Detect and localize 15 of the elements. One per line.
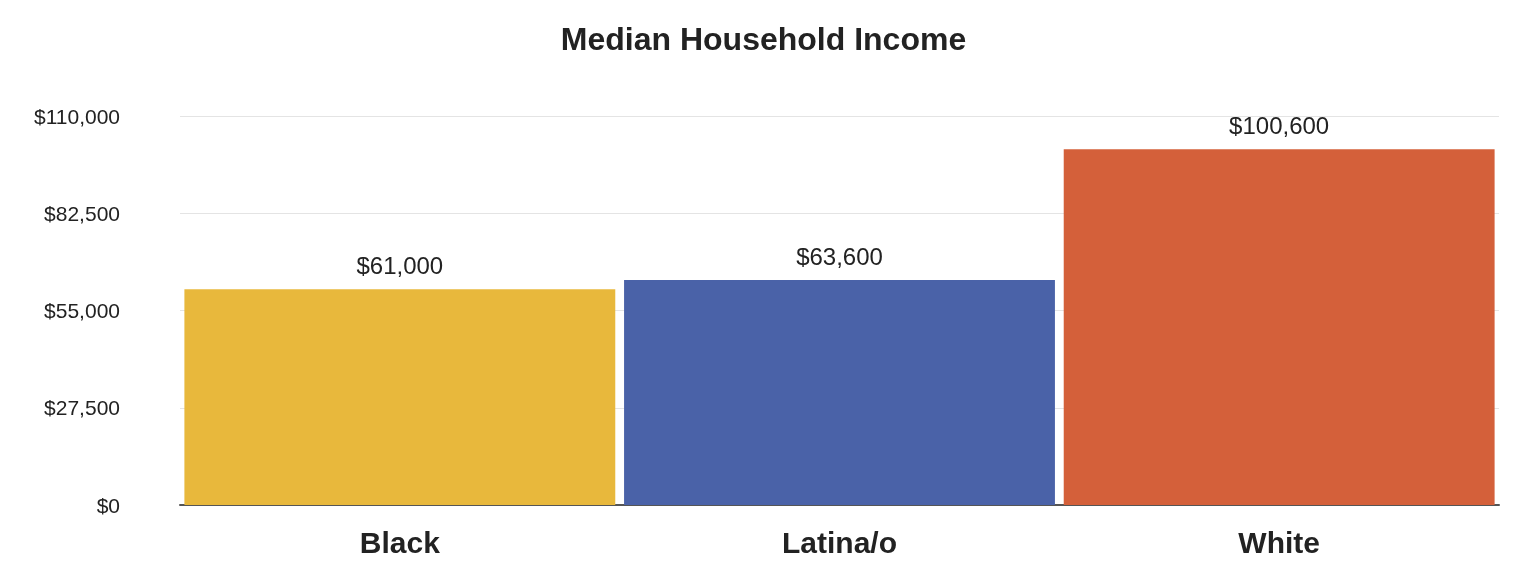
y-tick-label: $82,500 (44, 201, 120, 225)
data-label: $100,600 (1229, 111, 1330, 139)
bar (624, 280, 1055, 505)
y-tick-label: $27,500 (44, 396, 120, 420)
x-tick-label: White (1238, 525, 1320, 559)
data-label: $61,000 (356, 251, 444, 279)
bar (184, 289, 616, 505)
x-tick-label: Latina/o (781, 525, 898, 559)
data-label: $63,600 (796, 242, 883, 270)
x-tick-label: Black (359, 525, 441, 559)
y-tick-label: $55,000 (44, 299, 120, 322)
chart-title: Median Household Income (560, 21, 967, 57)
y-tick-label: $110,000 (33, 104, 120, 128)
bar (1063, 149, 1495, 505)
y-tick-label: $0 (96, 493, 120, 517)
